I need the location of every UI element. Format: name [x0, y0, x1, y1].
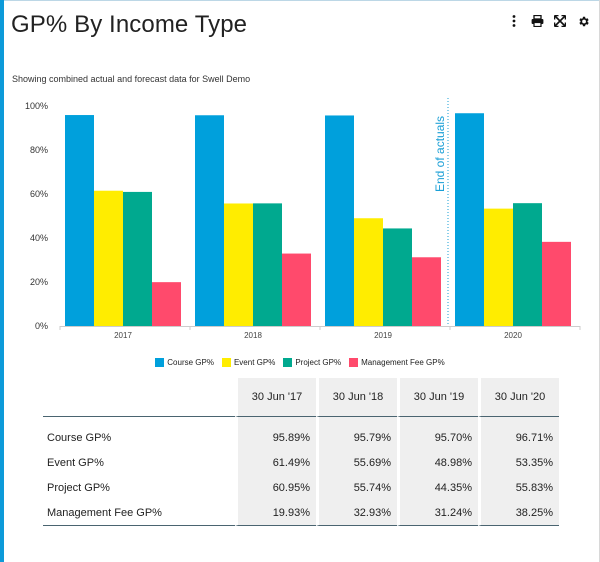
table-cell: 48.98% [397, 450, 478, 475]
x-tick-label: 2020 [504, 331, 522, 340]
legend-label: Management Fee GP% [361, 358, 445, 367]
legend-swatch [155, 358, 165, 367]
table-cell: 55.83% [478, 475, 559, 500]
bar [412, 257, 441, 326]
table-cell: 38.25% [478, 500, 559, 526]
table-cell: 60.95% [235, 475, 316, 500]
table-cell: 32.93% [316, 500, 397, 526]
chart-subtitle: Showing combined actual and forecast dat… [12, 74, 251, 84]
bar [354, 218, 383, 326]
table-row: Event GP% 61.49% 55.69% 48.98% 53.35% [43, 450, 559, 475]
gear-icon[interactable] [576, 14, 590, 28]
legend-swatch [349, 358, 359, 367]
column-header: 30 Jun '17 [235, 378, 316, 417]
data-table: 30 Jun '17 30 Jun '18 30 Jun '19 30 Jun … [43, 378, 559, 526]
table-cell: 95.89% [235, 417, 316, 450]
panel-left-accent [0, 0, 4, 562]
x-tick-label: 2019 [374, 331, 392, 340]
y-tick-label: 60% [30, 189, 48, 199]
table-cell: 53.35% [478, 450, 559, 475]
x-tick-label: 2017 [114, 331, 132, 340]
y-tick-label: 40% [30, 233, 48, 243]
legend-item[interactable]: Management Fee GP% [349, 358, 445, 367]
row-label: Course GP% [47, 431, 112, 444]
bar [195, 115, 224, 327]
table-header-row: 30 Jun '17 30 Jun '18 30 Jun '19 30 Jun … [43, 378, 559, 417]
table-cell: 44.35% [397, 475, 478, 500]
bar [224, 203, 253, 326]
panel-top-border [0, 0, 600, 1]
table-cell: 96.71% [478, 417, 559, 450]
table-cell: 55.69% [316, 450, 397, 475]
table-cell: 61.49% [235, 450, 316, 475]
legend-swatch [283, 358, 293, 367]
bar [65, 115, 94, 327]
page-title: GP% By Income Type [11, 11, 248, 38]
column-header: 30 Jun '19 [397, 378, 478, 417]
table-cell: 55.74% [316, 475, 397, 500]
table-row: Course GP% 95.89% 95.79% 95.70% 96.71% [43, 417, 559, 450]
legend-label: Course GP% [167, 358, 214, 367]
chart-legend: Course GP% Event GP% Project GP% Management… [0, 358, 600, 367]
row-label: Event GP% [47, 456, 104, 469]
y-tick-label: 20% [30, 277, 48, 287]
bar [282, 253, 311, 326]
y-tick-label: 80% [30, 145, 48, 155]
bar [152, 282, 181, 326]
expand-icon[interactable] [553, 14, 567, 28]
bar [253, 203, 282, 326]
column-header: 30 Jun '20 [478, 378, 559, 417]
bar [325, 115, 354, 327]
bar-chart: 0% 20% 40% 60% 80% 100% 2017 2018 2019 2020 End of… [25, 98, 581, 340]
legend-item[interactable]: Event GP% [221, 358, 276, 367]
table-cell: 95.70% [397, 417, 478, 450]
y-tick-label: 0% [35, 321, 48, 331]
legend-swatch [221, 358, 231, 367]
bar [94, 190, 123, 326]
bar [484, 208, 513, 326]
table-cell: 31.24% [397, 500, 478, 526]
table-row: Management Fee GP% 19.93% 32.93% 31.24% … [43, 500, 559, 526]
bar [383, 228, 412, 326]
row-label: Project GP% [47, 481, 110, 494]
more-vert-icon[interactable] [507, 14, 521, 28]
table-row: Project GP% 60.95% 55.74% 44.35% 55.83% [43, 475, 559, 500]
print-icon[interactable] [530, 14, 544, 28]
legend-label: Project GP% [295, 358, 342, 367]
table-cell: 95.79% [316, 417, 397, 450]
bar [123, 191, 152, 326]
row-label: Management Fee GP% [43, 500, 235, 526]
legend-label: Event GP% [233, 358, 276, 367]
legend-item[interactable]: Course GP% [155, 358, 214, 367]
bar [455, 113, 484, 326]
bar [513, 203, 542, 326]
table-corner [43, 378, 235, 417]
end-of-actuals-label: End of actuals [433, 116, 447, 192]
table-cell: 19.93% [235, 500, 316, 526]
column-header: 30 Jun '18 [316, 378, 397, 417]
x-tick-label: 2018 [244, 331, 262, 340]
legend-item[interactable]: Project GP% [283, 358, 341, 367]
bar [542, 241, 571, 326]
y-tick-label: 100% [25, 101, 48, 111]
widget-toolbar [507, 14, 590, 28]
